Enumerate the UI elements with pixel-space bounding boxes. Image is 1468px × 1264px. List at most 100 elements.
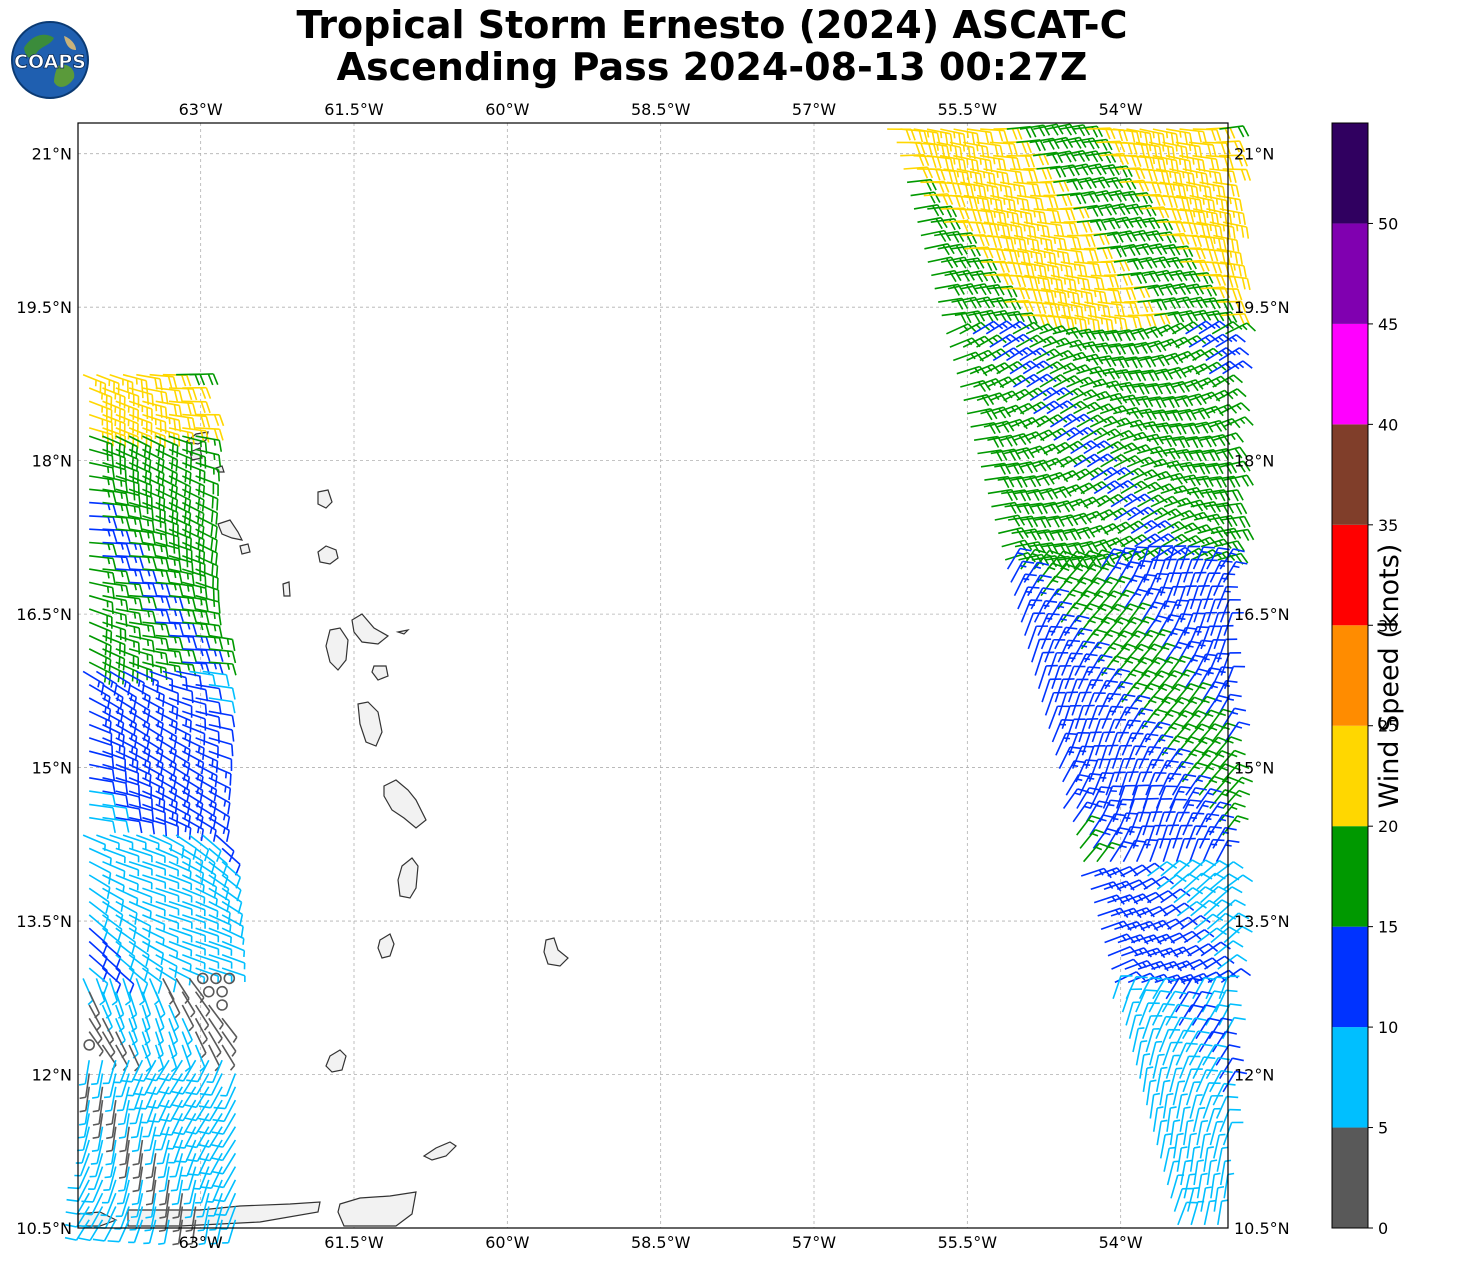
wind-barb <box>1197 927 1228 944</box>
wind-barb <box>159 1099 184 1122</box>
wind-barb <box>1150 243 1181 257</box>
wind-barb <box>1117 520 1149 534</box>
wind-barb <box>1193 310 1225 323</box>
wind-barb <box>1188 1043 1213 1066</box>
wind-barb <box>1171 773 1197 796</box>
wind-barb <box>102 400 126 423</box>
wind-barb <box>1003 248 1031 265</box>
wind-barb <box>89 790 117 807</box>
wind-barb <box>171 1073 197 1095</box>
wind-barb <box>1104 718 1126 743</box>
wind-barb <box>181 991 196 1018</box>
wind-barb <box>1165 1003 1190 1026</box>
wind-barb <box>195 435 223 452</box>
wind-barb <box>194 1044 206 1072</box>
wind-barb <box>102 648 126 671</box>
wind-barb <box>195 954 220 969</box>
wind-barb <box>1172 824 1193 849</box>
lat-tick-label-left: 10.5°N <box>16 1219 72 1238</box>
wind-barb <box>1178 1004 1204 1026</box>
wind-barb <box>168 900 193 916</box>
wind-barb <box>88 914 109 942</box>
wind-barb <box>109 834 134 849</box>
wind-barb <box>1201 333 1233 348</box>
wind-barb <box>1093 894 1125 905</box>
wind-barb <box>927 256 959 269</box>
wind-barb <box>1056 440 1088 455</box>
wind-barb <box>162 978 175 1005</box>
wind-barb <box>168 461 192 485</box>
wind-barb <box>208 1004 224 1030</box>
wind-barb <box>129 594 157 609</box>
wind-barb <box>1070 248 1099 262</box>
wind-barb <box>1027 625 1048 650</box>
wind-barb <box>1153 508 1185 521</box>
wind-barb <box>1169 873 1200 890</box>
wind-barb <box>115 528 144 543</box>
wind-barb <box>115 914 137 940</box>
wind-barb <box>1140 507 1172 521</box>
wind-barb <box>195 914 219 930</box>
wind-barb <box>1222 168 1252 181</box>
wind-barb <box>940 128 967 146</box>
wind-barb <box>1027 287 1055 304</box>
wind-barb <box>142 413 167 434</box>
wind-barb <box>1129 421 1161 434</box>
wind-barb <box>142 874 167 889</box>
wind-barb <box>1213 861 1244 877</box>
wind-barb <box>1103 466 1135 481</box>
wind-barb <box>88 634 112 658</box>
island-outline <box>395 629 410 635</box>
wind-barb <box>128 488 153 509</box>
wind-barb <box>1179 1106 1191 1132</box>
wind-barb <box>1222 221 1250 239</box>
lat-tick-label-right: 21°N <box>1234 145 1274 164</box>
wind-barb <box>168 940 193 957</box>
wind-barb <box>1147 483 1179 495</box>
wind-barb <box>210 972 222 985</box>
wind-barb <box>194 1004 210 1031</box>
wind-barb <box>1116 784 1137 809</box>
wind-barb <box>1138 1002 1160 1026</box>
wind-barb <box>1056 387 1088 401</box>
wind-barb <box>1149 838 1170 862</box>
wind-barb <box>1169 1067 1183 1093</box>
wind-barb <box>943 168 971 185</box>
wind-barb <box>142 816 168 837</box>
wind-barb <box>1152 545 1173 570</box>
wind-barb <box>1024 612 1045 636</box>
wind-barb <box>1020 599 1043 623</box>
wind-barb <box>1103 216 1134 229</box>
wind-barb <box>142 541 169 559</box>
wind-barb <box>1115 757 1136 783</box>
wind-barb <box>1074 653 1098 676</box>
island-outline <box>397 857 419 899</box>
wind-barb <box>166 1126 184 1150</box>
wind-barb <box>1213 287 1243 301</box>
wind-barb <box>1105 771 1126 796</box>
wind-barb <box>65 1192 90 1215</box>
wind-barb <box>182 710 207 731</box>
lat-tick-label-left: 19.5°N <box>16 298 72 317</box>
wind-barb <box>159 1179 170 1206</box>
wind-barb <box>199 1073 223 1096</box>
wind-barb <box>1179 128 1207 144</box>
wind-barb <box>1097 692 1121 716</box>
wind-barb <box>1076 787 1101 809</box>
wind-barb <box>1102 785 1125 809</box>
wind-barb <box>195 568 219 590</box>
wind-barb <box>1013 573 1037 597</box>
wind-barb <box>102 816 130 833</box>
wind-barb <box>128 413 153 435</box>
wind-barb <box>195 737 219 759</box>
wind-barb <box>83 1039 95 1051</box>
wind-barb <box>115 874 139 891</box>
wind-barb <box>1114 706 1139 730</box>
lat-tick-label-left: 21°N <box>32 145 72 164</box>
wind-barb <box>1209 1069 1233 1093</box>
wind-barb <box>128 860 153 876</box>
wind-barb <box>1116 467 1148 481</box>
wind-barb <box>1156 472 1188 485</box>
wind-barb <box>1111 744 1133 769</box>
wind-barb <box>168 954 192 971</box>
